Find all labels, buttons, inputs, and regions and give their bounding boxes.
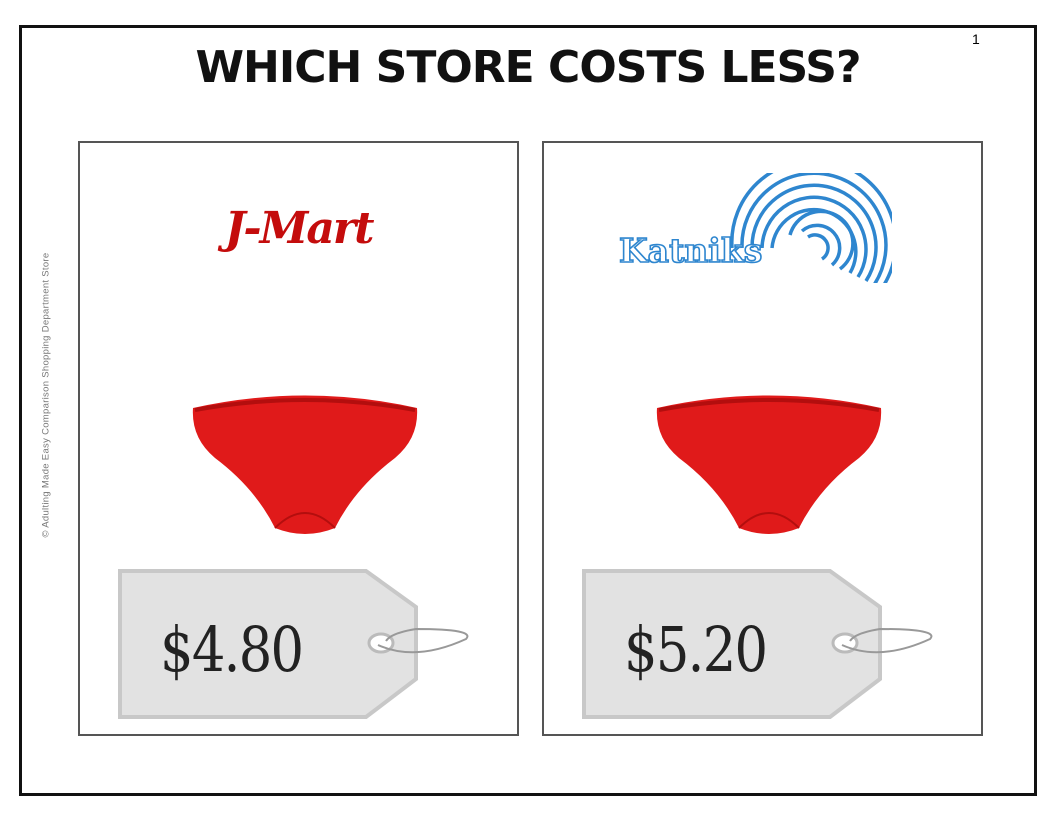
price-tag — [582, 569, 933, 719]
katniks-arc-logo-icon — [730, 173, 892, 283]
page-title: WHICH STORE COSTS LESS? — [195, 42, 862, 93]
price-label: $5.20 — [624, 613, 768, 686]
store-logo-jmart: J-Mart — [224, 203, 375, 254]
page-number: 1 — [972, 31, 980, 47]
store-card-jmart[interactable]: J-Mart $4.80 — [78, 141, 519, 736]
price-label: $4.80 — [160, 613, 304, 686]
store-logo-katniks: Katniks — [618, 230, 763, 271]
red-underwear-icon — [656, 395, 882, 534]
worksheet-frame — [19, 25, 1037, 796]
price-tag — [118, 569, 469, 719]
store-card-katniks[interactable]: Katniks $5.20 — [542, 141, 983, 736]
red-underwear-icon — [192, 395, 418, 534]
copyright-text: © Adulting Made Easy Comparison Shopping… — [40, 252, 52, 538]
